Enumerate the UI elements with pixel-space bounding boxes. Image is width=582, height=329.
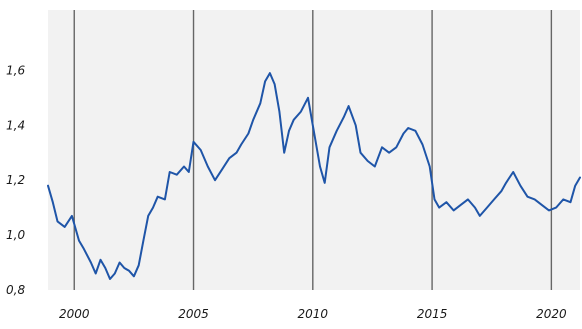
y-tick-label: 1,0 — [6, 228, 25, 242]
x-tick-label: 2005 — [178, 307, 209, 321]
y-axis-tick-labels: 0,8 1,0 1,2 1,4 1,6 — [6, 63, 25, 297]
y-tick-label: 1,4 — [6, 118, 25, 132]
x-axis-tick-labels: 2000 2005 2010 2015 2020 — [59, 307, 567, 321]
series-layer — [47, 72, 581, 280]
x-tick-label: 2010 — [298, 307, 329, 321]
series-line-0 — [47, 72, 581, 280]
y-tick-label: 0,8 — [6, 283, 25, 297]
plot-area — [48, 10, 580, 290]
y-tick-label: 1,2 — [6, 173, 25, 187]
y-tick-label: 1,6 — [6, 63, 25, 77]
x-tick-label: 2000 — [59, 307, 90, 321]
x-tick-label: 2015 — [417, 307, 448, 321]
x-tick-label: 2020 — [536, 307, 567, 321]
gridlines — [73, 10, 553, 290]
